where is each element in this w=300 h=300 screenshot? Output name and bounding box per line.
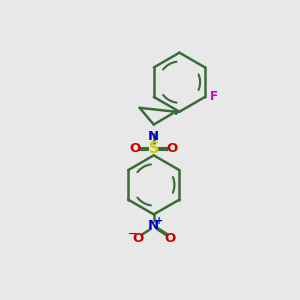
Text: S: S (148, 141, 159, 156)
Text: N: N (148, 219, 159, 232)
Text: +: + (155, 215, 163, 226)
Text: O: O (132, 232, 143, 245)
Text: O: O (164, 232, 175, 245)
Text: F: F (210, 91, 218, 103)
Text: O: O (167, 142, 178, 155)
Text: O: O (130, 142, 141, 155)
Text: −: − (128, 228, 137, 239)
Text: N: N (148, 130, 159, 143)
